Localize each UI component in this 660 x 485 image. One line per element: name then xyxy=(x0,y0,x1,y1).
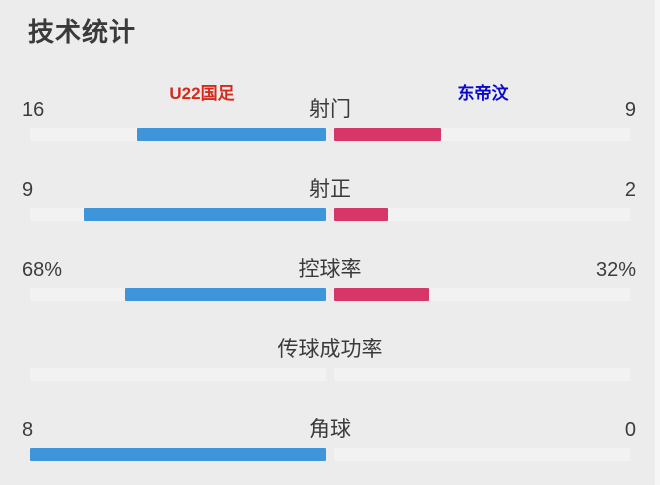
right-edge-highlight xyxy=(655,0,660,485)
stat-row: 9 射正 2 xyxy=(0,176,660,226)
stat-row-header: 68% 控球率 32% xyxy=(0,256,660,284)
stat-label: 射正 xyxy=(309,178,351,201)
stat-row: 16 射门 9 xyxy=(0,96,660,146)
home-bar-track xyxy=(30,288,326,301)
stat-away-value: 32% xyxy=(595,259,636,281)
away-bar-track xyxy=(334,368,630,381)
stat-away-bar xyxy=(334,128,441,141)
away-bar-track xyxy=(334,448,630,461)
stat-home-bar xyxy=(83,208,326,221)
stat-bar-row xyxy=(30,368,630,381)
stat-row-header: 8 角球 0 xyxy=(0,416,660,444)
stat-away-bar xyxy=(334,288,429,301)
stat-away-value: 2 xyxy=(624,179,636,201)
stat-label: 射门 xyxy=(309,98,351,121)
home-team-label: U22国足 xyxy=(169,84,235,103)
stat-home-bar xyxy=(136,128,326,141)
stat-row: 68% 控球率 32% xyxy=(0,256,660,306)
stat-home-value: 16 xyxy=(22,99,45,121)
stat-home-bar xyxy=(124,288,326,301)
stat-home-bar xyxy=(30,448,326,461)
stat-row: 8 角球 0 xyxy=(0,416,660,466)
home-bar-track xyxy=(30,368,326,381)
stat-row-header: 传球成功率 xyxy=(0,336,660,364)
stat-home-value: 68% xyxy=(22,259,63,281)
away-bar-track xyxy=(334,208,630,221)
stat-bar-row xyxy=(30,288,630,301)
page-title: 技术统计 xyxy=(28,17,137,47)
stat-row-header: 9 射正 2 xyxy=(0,176,660,204)
home-bar-track xyxy=(30,128,326,141)
stat-label: 传球成功率 xyxy=(277,338,383,361)
stat-label: 角球 xyxy=(309,418,351,441)
stat-row: 传球成功率 xyxy=(0,336,660,386)
home-bar-track xyxy=(30,448,326,461)
home-bar-track xyxy=(30,208,326,221)
stat-bar-row xyxy=(30,208,630,221)
stat-away-value: 0 xyxy=(624,419,636,441)
stat-away-value: 9 xyxy=(624,99,636,121)
stat-bar-row xyxy=(30,448,630,461)
away-bar-track xyxy=(334,128,630,141)
stat-home-value: 9 xyxy=(22,179,34,201)
stat-label: 控球率 xyxy=(298,258,362,281)
stat-row-header: 16 射门 9 xyxy=(0,96,660,124)
stat-home-value: 8 xyxy=(22,419,34,441)
away-team-label: 东帝汶 xyxy=(457,84,509,103)
away-bar-track xyxy=(334,288,630,301)
stat-bar-row xyxy=(30,128,630,141)
stat-away-bar xyxy=(334,208,388,221)
